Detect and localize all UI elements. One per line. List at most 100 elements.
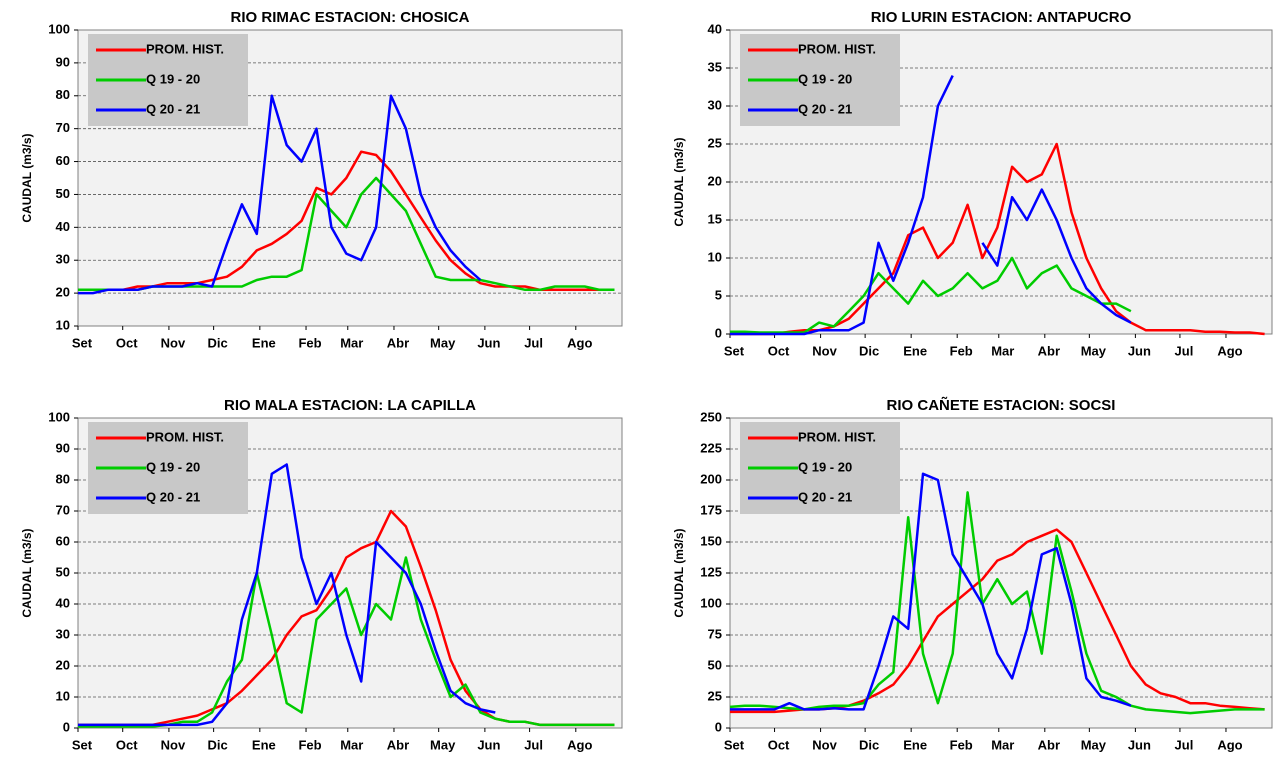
- x-tick-label: Feb: [298, 737, 321, 752]
- y-tick-label: 10: [56, 688, 70, 703]
- y-tick-label: 0: [63, 719, 70, 734]
- y-tick-label: 50: [56, 564, 70, 579]
- y-tick-label: 150: [700, 533, 722, 548]
- x-tick-label: Nov: [161, 335, 186, 350]
- x-tick-label: Dic: [859, 343, 879, 358]
- y-tick-label: 100: [48, 409, 70, 424]
- y-tick-label: 10: [708, 249, 722, 264]
- x-tick-label: Jul: [524, 335, 543, 350]
- legend-label: Q 20 - 21: [146, 101, 200, 116]
- y-tick-label: 50: [56, 186, 70, 201]
- x-tick-label: Nov: [812, 343, 837, 358]
- y-tick-label: 30: [56, 252, 70, 267]
- x-tick-label: Mar: [991, 343, 1014, 358]
- legend-label: Q 20 - 21: [798, 489, 852, 504]
- x-tick-label: Jul: [1175, 343, 1194, 358]
- y-tick-label: 40: [56, 595, 70, 610]
- x-tick-label: Abr: [1038, 737, 1060, 752]
- legend-label: Q 19 - 20: [798, 71, 852, 86]
- legend-label: PROM. HIST.: [798, 41, 876, 56]
- legend-label: Q 20 - 21: [146, 489, 200, 504]
- y-tick-label: 80: [56, 87, 70, 102]
- series-line: [730, 256, 1132, 334]
- y-tick-label: 20: [56, 657, 70, 672]
- x-tick-label: May: [1081, 737, 1107, 752]
- x-tick-label: Abr: [387, 737, 409, 752]
- y-tick-label: 0: [715, 719, 722, 734]
- x-tick-label: Feb: [950, 737, 973, 752]
- x-tick-label: Jun: [477, 737, 500, 752]
- y-tick-label: 70: [56, 120, 70, 135]
- x-tick-label: Nov: [812, 737, 837, 752]
- x-tick-label: Ene: [252, 737, 276, 752]
- series-line: [730, 472, 1132, 711]
- y-tick-label: 60: [56, 153, 70, 168]
- series-line: [78, 150, 615, 292]
- legend-label: PROM. HIST.: [146, 41, 224, 56]
- legend-label: PROM. HIST.: [146, 429, 224, 444]
- x-tick-label: Ago: [567, 335, 592, 350]
- series-line: [78, 94, 482, 295]
- x-tick-label: Oct: [768, 343, 790, 358]
- y-tick-label: 225: [700, 440, 722, 455]
- x-tick-label: Jul: [1175, 737, 1194, 752]
- x-tick-label: Jul: [524, 737, 543, 752]
- y-tick-label: 35: [708, 59, 722, 74]
- x-tick-label: Set: [72, 737, 93, 752]
- y-tick-label: 25: [708, 688, 722, 703]
- x-tick-label: May: [430, 335, 456, 350]
- y-tick-label: 10: [56, 317, 70, 332]
- x-tick-label: Dic: [208, 737, 228, 752]
- x-tick-label: May: [430, 737, 456, 752]
- y-tick-label: 5: [715, 287, 722, 302]
- y-tick-label: 30: [708, 97, 722, 112]
- x-tick-label: Set: [724, 737, 745, 752]
- x-tick-label: Dic: [859, 737, 879, 752]
- y-tick-label: 250: [700, 409, 722, 424]
- y-axis-label: CAUDAL (m3/s): [672, 137, 686, 226]
- chart-title: RIO LURIN ESTACION: ANTAPUCRO: [871, 9, 1132, 26]
- y-tick-label: 40: [708, 21, 722, 36]
- y-tick-label: 70: [56, 502, 70, 517]
- x-tick-label: Jun: [477, 335, 500, 350]
- x-tick-label: Mar: [340, 737, 363, 752]
- chart-title: RIO RIMAC ESTACION: CHOSICA: [231, 9, 470, 26]
- x-tick-label: Ene: [903, 737, 927, 752]
- x-tick-label: Dic: [208, 335, 228, 350]
- x-tick-label: Mar: [991, 737, 1014, 752]
- x-tick-label: Oct: [768, 737, 790, 752]
- legend-label: Q 19 - 20: [146, 71, 200, 86]
- chart-title: RIO CAÑETE ESTACION: SOCSI: [887, 396, 1116, 414]
- x-tick-label: Oct: [116, 335, 138, 350]
- y-axis-label: CAUDAL (m3/s): [672, 528, 686, 617]
- x-tick-label: Ago: [1217, 737, 1242, 752]
- y-tick-label: 60: [56, 533, 70, 548]
- x-tick-label: Ene: [252, 335, 276, 350]
- y-tick-label: 90: [56, 440, 70, 455]
- x-tick-label: Ago: [567, 737, 592, 752]
- y-tick-label: 200: [700, 471, 722, 486]
- x-tick-label: Oct: [116, 737, 138, 752]
- y-tick-label: 50: [708, 657, 722, 672]
- series-line: [729, 491, 1265, 715]
- x-tick-label: Set: [72, 335, 93, 350]
- series-line: [730, 75, 1132, 336]
- x-tick-label: Nov: [161, 737, 186, 752]
- y-tick-label: 25: [708, 135, 722, 150]
- y-tick-label: 0: [715, 325, 722, 340]
- y-tick-label: 20: [708, 173, 722, 188]
- y-tick-label: 15: [708, 211, 722, 226]
- x-tick-label: Set: [724, 343, 745, 358]
- legend-label: PROM. HIST.: [798, 429, 876, 444]
- x-tick-label: Abr: [1038, 343, 1060, 358]
- y-tick-label: 125: [700, 564, 722, 579]
- chart-title: RIO MALA ESTACION: LA CAPILLA: [224, 397, 476, 414]
- y-tick-label: 20: [56, 285, 70, 300]
- y-tick-label: 40: [56, 219, 70, 234]
- y-tick-label: 80: [56, 471, 70, 486]
- x-tick-label: Feb: [298, 335, 321, 350]
- x-tick-label: Abr: [387, 335, 409, 350]
- y-tick-label: 30: [56, 626, 70, 641]
- x-tick-label: Jun: [1128, 343, 1151, 358]
